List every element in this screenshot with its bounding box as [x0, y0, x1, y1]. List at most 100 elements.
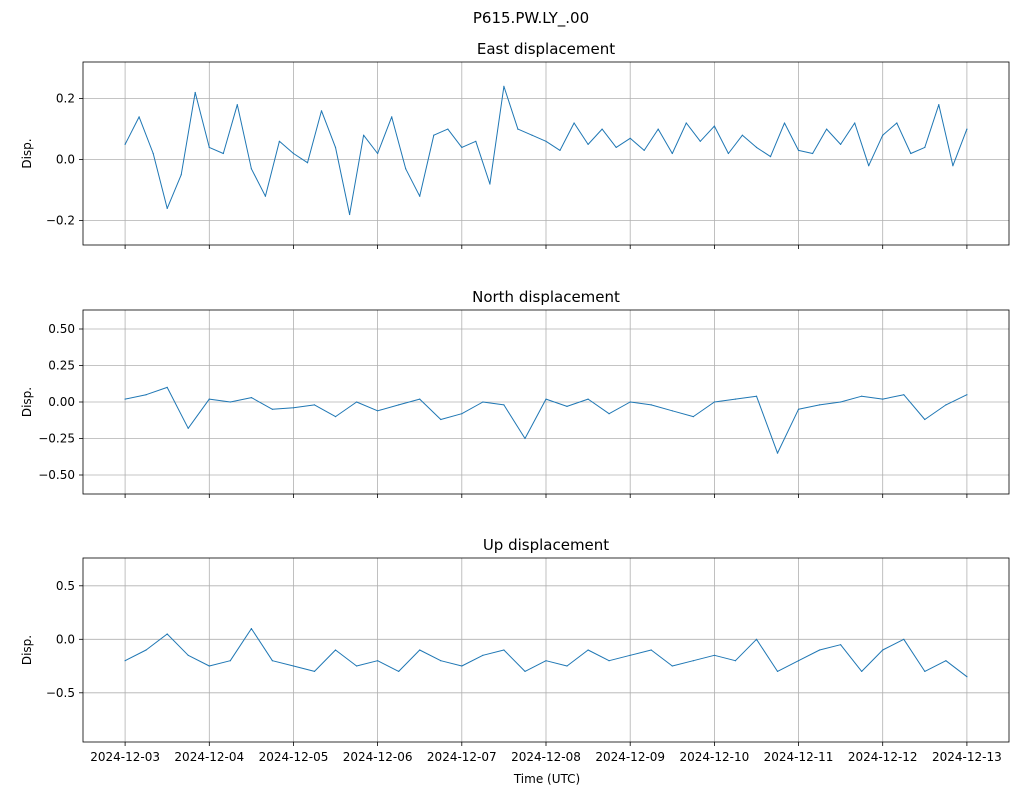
up-panel: −0.5 0.0 0.5 2024-12-03 2024-12-04 2024-12-05…	[20, 536, 1010, 764]
north-data-point	[713, 401, 716, 403]
xtick-label: 2024-12-11	[764, 750, 834, 764]
up-data-point	[187, 654, 189, 656]
north-data-point	[377, 410, 379, 412]
east-data-point	[559, 149, 561, 151]
north-data-point	[882, 398, 884, 400]
east-data-point	[812, 152, 814, 155]
xtick-label: 2024-12-04	[174, 750, 244, 764]
east-data-point	[643, 149, 645, 151]
up-data-point	[566, 665, 568, 667]
east-data-point	[236, 104, 238, 106]
east-ytick-label: 0.2	[56, 92, 75, 106]
east-data-point	[363, 134, 365, 136]
north-data-point	[145, 394, 147, 396]
east-data-point	[334, 146, 337, 148]
east-ytick-label: 0.0	[56, 153, 75, 167]
north-ytick-label: 0.25	[48, 359, 75, 373]
xtick-label: 2024-12-12	[848, 750, 918, 764]
north-data-point	[271, 408, 273, 410]
east-data-point	[952, 165, 954, 167]
east-data-point	[727, 152, 730, 155]
east-data-point	[531, 134, 533, 136]
east-data-point	[433, 134, 435, 136]
up-data-point	[250, 628, 252, 630]
up-ylabel: Disp.	[20, 635, 34, 665]
up-data-point	[608, 660, 610, 662]
east-data-point	[377, 152, 379, 155]
north-panel: −0.50 −0.25 0.00 0.25 0.50 North displacement…	[20, 288, 1010, 498]
east-data-point	[320, 110, 323, 112]
north-data-point	[566, 405, 568, 407]
up-data-point	[377, 660, 379, 662]
east-data-point	[222, 152, 224, 155]
east-data-point	[713, 125, 716, 127]
east-ytick-label: −0.2	[46, 214, 75, 228]
north-data-point	[334, 416, 337, 418]
up-data-point	[629, 654, 631, 656]
up-data-point	[313, 670, 316, 673]
east-data-point	[896, 122, 898, 124]
up-data-point	[650, 649, 652, 651]
up-data-point	[587, 649, 589, 651]
north-data-point	[313, 404, 316, 406]
up-title: Up displacement	[483, 536, 609, 554]
north-data-point	[734, 398, 737, 400]
north-data-point	[608, 413, 610, 415]
east-data-point	[391, 116, 393, 118]
east-data-point	[826, 128, 828, 130]
east-data-point	[545, 140, 547, 142]
north-data-point	[440, 418, 442, 421]
north-title: North displacement	[472, 288, 620, 306]
north-data-point	[461, 413, 463, 415]
up-data-point	[524, 670, 526, 673]
north-ytick-label: −0.50	[38, 468, 75, 482]
xtick-label: 2024-12-08	[511, 750, 581, 764]
east-data-point	[208, 146, 210, 148]
up-data-point	[776, 670, 779, 673]
east-data-point	[573, 122, 575, 124]
up-data-point	[755, 638, 758, 640]
north-data-point	[945, 404, 947, 406]
up-data-point	[124, 660, 126, 662]
up-data-point	[461, 665, 463, 667]
east-data-point	[755, 146, 758, 148]
east-data-point	[517, 128, 519, 130]
north-data-point	[482, 401, 484, 403]
up-data-point	[440, 660, 442, 662]
up-data-point	[819, 649, 821, 651]
north-data-point	[903, 394, 905, 396]
east-data-point	[797, 149, 800, 151]
east-data-point	[447, 128, 449, 130]
xtick-label: 2024-12-10	[680, 750, 750, 764]
north-data-point	[966, 394, 968, 396]
north-ytick-label: 0.50	[48, 322, 75, 336]
north-data-point	[250, 397, 252, 399]
up-data-point	[334, 649, 337, 651]
xtick-label: 2024-12-05	[259, 750, 329, 764]
east-data-point	[938, 104, 940, 106]
up-ytick-label: −0.5	[46, 686, 75, 700]
east-data-point	[854, 122, 856, 124]
east-data-point	[194, 91, 196, 94]
east-data-point	[657, 128, 659, 130]
east-data-point	[671, 152, 673, 155]
north-data-point	[671, 410, 673, 412]
north-data-point	[776, 452, 779, 454]
up-data-point	[271, 660, 273, 662]
north-ylabel: Disp.	[20, 387, 34, 417]
up-data-point	[356, 665, 358, 667]
north-data-point	[524, 437, 526, 440]
east-data-point	[615, 146, 617, 148]
up-data-point	[545, 660, 547, 662]
up-data-point	[419, 649, 421, 651]
east-data-point	[138, 116, 140, 118]
east-data-point	[264, 195, 266, 197]
up-data-point	[734, 660, 737, 662]
north-data-point	[229, 401, 231, 403]
up-data-point	[966, 676, 968, 678]
north-data-point	[692, 416, 694, 418]
up-data-point	[503, 649, 505, 651]
east-data-point	[966, 128, 968, 130]
east-panel: −0.2 0.0 0.2 East displacement Disp.	[20, 40, 1010, 249]
east-data-point	[180, 174, 182, 176]
